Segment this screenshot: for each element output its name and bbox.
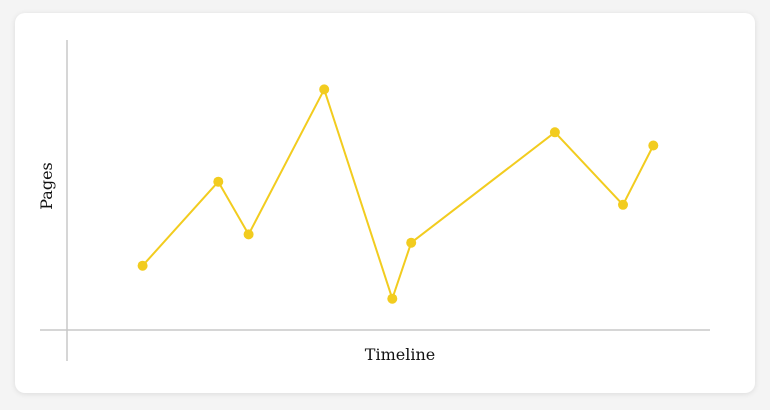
data-point[interactable] [648,140,659,151]
x-axis-label: Timeline [365,345,435,364]
y-axis-label: Pages [37,162,56,210]
data-point[interactable] [618,199,628,210]
data-point[interactable] [387,293,398,304]
data-point[interactable] [319,84,330,95]
data-point[interactable] [406,237,417,248]
series-line [141,88,655,300]
data-point[interactable] [213,176,224,187]
data-point[interactable] [549,127,560,138]
data-point[interactable] [243,229,254,240]
series-group [137,84,659,304]
data-point[interactable] [137,260,148,271]
